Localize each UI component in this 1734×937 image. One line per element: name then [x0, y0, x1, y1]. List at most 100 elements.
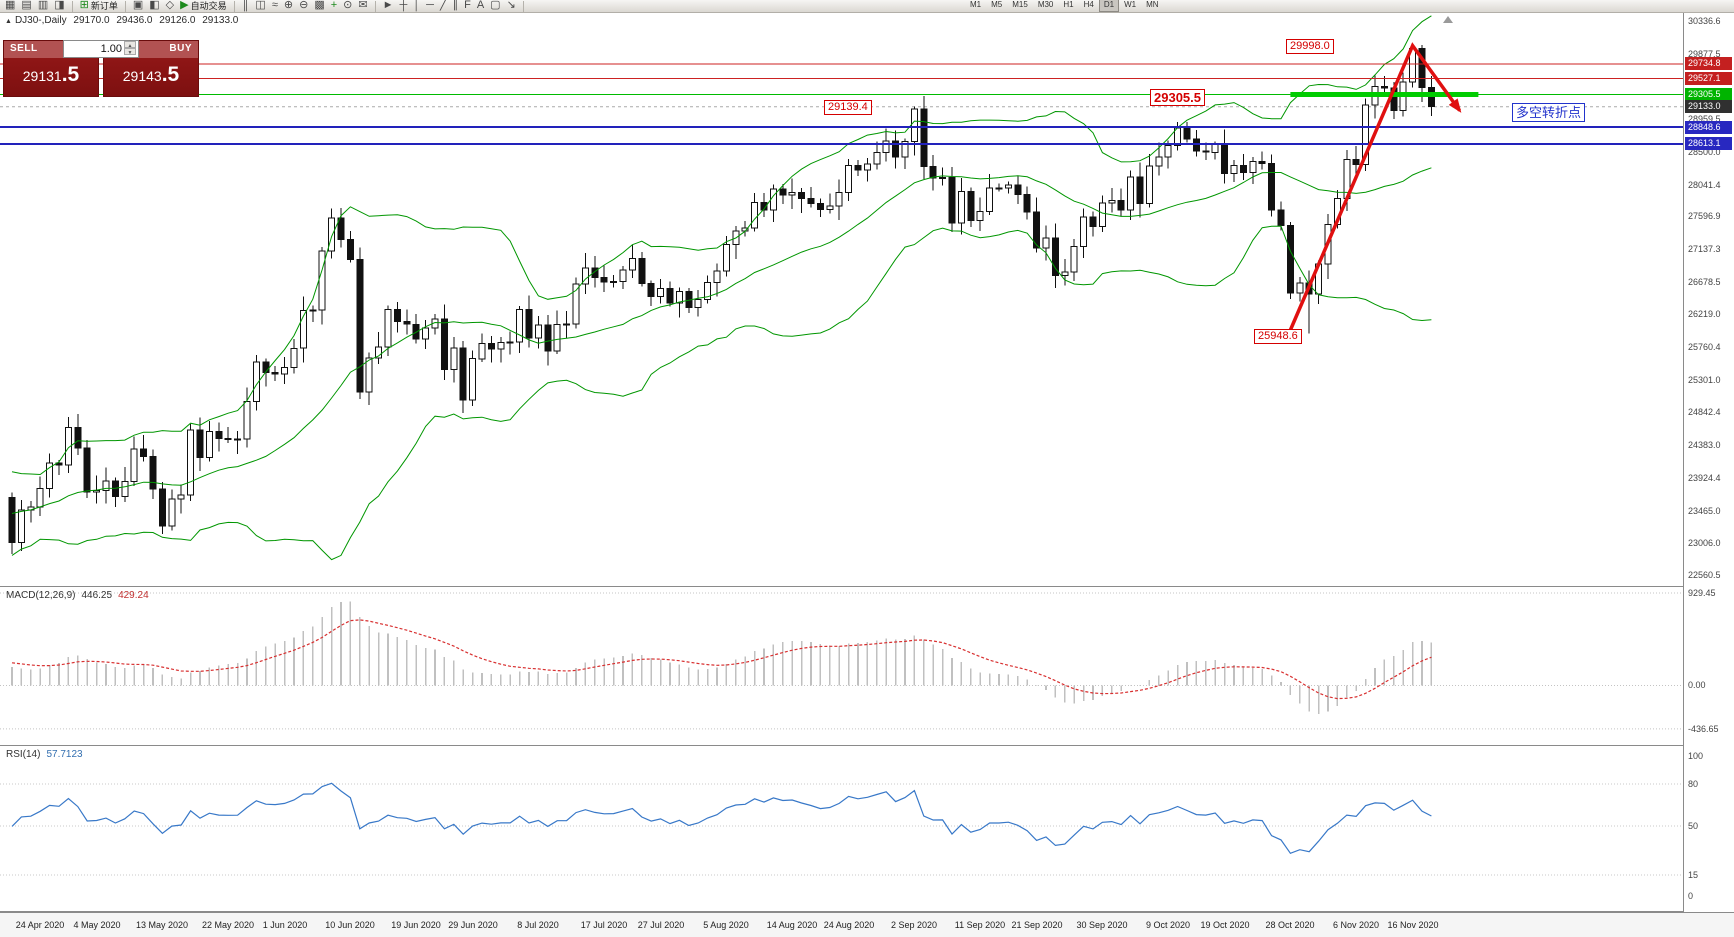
toolbar-vertical-line-button[interactable]: │: [411, 0, 422, 12]
candle-body: [487, 342, 495, 350]
candle-body: [638, 257, 646, 285]
panel-separator-macd[interactable]: [0, 586, 1734, 587]
toolbar-fibonacci-button[interactable]: F: [462, 0, 473, 12]
alarm-icon: ⊙: [343, 0, 353, 11]
toolbar-strategy-tester-button[interactable]: ◧: [147, 0, 161, 12]
symbol-period-label: DJ30-,Daily: [14, 15, 67, 26]
volume-up-button[interactable]: ▲: [124, 41, 136, 49]
toolbar-chart-profiles-button[interactable]: ▤: [19, 0, 33, 12]
toolbar-trendline-button[interactable]: ╱: [438, 0, 449, 12]
rsi-scale-label: 15: [1688, 870, 1699, 880]
toolbar-candlestick-chart-button[interactable]: ◫: [253, 0, 267, 12]
toolbar-mail-button[interactable]: ✉: [356, 0, 369, 12]
candle-body: [1023, 194, 1031, 213]
timeframe-m30-button[interactable]: M30: [1037, 0, 1054, 9]
toolbar-crosshair-button[interactable]: ┼: [397, 0, 409, 12]
annotation-nov-high[interactable]: 29998.0: [1286, 39, 1334, 54]
timeframe-mn-button[interactable]: MN: [1146, 0, 1159, 9]
toolbar-new-order-button[interactable]: ⊞ 新订单: [78, 0, 120, 12]
toolbar-separator: [233, 1, 235, 12]
candle-body: [957, 191, 965, 224]
date-label: 24 Aug 2020: [823, 920, 875, 930]
date-label: 16 Nov 2020: [1387, 920, 1439, 930]
price-scale-label: 23924.4: [1688, 473, 1721, 483]
timeframe-m5-button[interactable]: M5: [991, 0, 1003, 9]
vertical-line-icon: │: [413, 0, 421, 11]
toolbar-shapes-button[interactable]: ▢: [488, 0, 502, 12]
candle-body: [1380, 85, 1388, 89]
buy-price-pips: .5: [161, 63, 180, 86]
toolbar-metaeditor-button[interactable]: ◇: [164, 0, 176, 12]
timeframe-m1-button[interactable]: M1: [970, 0, 982, 9]
toolbar-autotrading-button[interactable]: ▶ 自动交易: [178, 0, 228, 12]
price-axis[interactable]: 30336.6 29877.5 28959.5 28500.0 28041.4 27596…: [1683, 13, 1734, 912]
candle-body: [647, 283, 655, 297]
toolbar-new-chart-button[interactable]: ▦: [3, 0, 17, 12]
toolbar-line-chart-button[interactable]: ≈: [270, 0, 280, 12]
timeframe-h1-button[interactable]: H1: [1063, 0, 1074, 9]
candle-body: [666, 287, 674, 304]
zoom-in-icon: ⊕: [283, 0, 294, 11]
buy-label: BUY: [169, 43, 192, 54]
rsi-canvas[interactable]: [0, 746, 1683, 911]
annotation-sep-high[interactable]: 29139.4: [824, 100, 872, 115]
volume-input[interactable]: 1.00 ▲ ▼: [63, 40, 139, 58]
toolbar-cursor-button[interactable]: ►: [381, 0, 396, 12]
toolbar-text-button[interactable]: A: [475, 0, 486, 12]
candle-body: [929, 166, 937, 179]
candle-body: [816, 202, 824, 210]
main-chart-canvas[interactable]: [0, 13, 1683, 586]
candle-body: [892, 140, 900, 158]
candle-body: [337, 217, 345, 240]
toolbar-alarm-button[interactable]: ⊙: [341, 0, 354, 12]
timeframe-h4-button[interactable]: H4: [1083, 0, 1094, 9]
panel-separator-bottom[interactable]: [0, 911, 1734, 912]
rsi-scale-label: 0: [1688, 891, 1694, 901]
toolbar-arrows-button[interactable]: ↘: [505, 0, 518, 12]
annotation-turning-point[interactable]: 多空转折点: [1512, 103, 1586, 122]
toolbar-terminal-button[interactable]: ▣: [131, 0, 145, 12]
toolbar-zoom-in-button[interactable]: ⊕: [282, 0, 295, 12]
autotrading-label: 自动交易: [190, 1, 227, 11]
chart-shift-marker-icon[interactable]: [1443, 16, 1453, 23]
timeframe-w1-button[interactable]: W1: [1124, 0, 1137, 9]
candle-body: [1070, 245, 1078, 273]
macd-scale-label: -436.65: [1688, 724, 1719, 734]
candle-body: [506, 341, 514, 344]
candle-body: [196, 429, 204, 459]
annotation-key-level[interactable]: 29305.5: [1150, 89, 1205, 106]
time-axis[interactable]: 24 Apr 2020 4 May 2020 13 May 2020 22 May 2…: [0, 912, 1734, 937]
price-line-badge: 28613.1: [1685, 137, 1732, 150]
strategy-tester-icon: ◧: [149, 0, 160, 11]
candle-body: [600, 277, 608, 283]
timeframe-m15-button[interactable]: M15: [1012, 0, 1028, 9]
candle-body: [995, 187, 1003, 190]
candle-body: [553, 324, 561, 352]
toolbar-horizontal-line-button[interactable]: ─: [424, 0, 436, 12]
date-label: 17 Jul 2020: [580, 920, 628, 930]
candle-body: [1268, 163, 1276, 211]
candle-body: [469, 358, 477, 401]
timeframe-d1-button[interactable]: D1: [1098, 0, 1120, 12]
toolbar-market-watch-button[interactable]: ▥: [36, 0, 50, 12]
candle-body: [675, 291, 683, 304]
toolbar-bar-chart-button[interactable]: ║: [240, 0, 252, 12]
date-label: 8 Jul 2020: [517, 920, 559, 930]
candle-body: [976, 210, 984, 222]
macd-canvas[interactable]: [0, 587, 1683, 745]
candle-body: [694, 299, 702, 309]
price-scale-label: 24842.4: [1688, 407, 1721, 417]
toolbar: M1 M5 M15 M30 H1 H4 D1 W1 MN ▦ ▤ ▥ ◨ ⊞ 新订单 ▣ ◧ ◇ ▶ 自动交易 ║ ◫ ≈…: [0, 0, 1734, 13]
toolbar-navigator-button[interactable]: ◨: [52, 0, 66, 12]
toolbar-tile-windows-button[interactable]: ▩: [312, 0, 326, 12]
panel-separator-rsi[interactable]: [0, 745, 1734, 746]
toolbar-add-indicator-button[interactable]: +: [329, 0, 339, 12]
volume-down-button[interactable]: ▼: [124, 48, 136, 56]
candle-body: [102, 480, 110, 491]
toolbar-equidistant-channel-button[interactable]: ∥: [451, 0, 461, 12]
candle-body: [1164, 145, 1172, 158]
annotation-oct-low[interactable]: 25948.6: [1254, 329, 1302, 344]
toolbar-zoom-out-button[interactable]: ⊖: [297, 0, 310, 12]
candle-body: [525, 309, 533, 339]
candle-body: [1362, 104, 1370, 165]
